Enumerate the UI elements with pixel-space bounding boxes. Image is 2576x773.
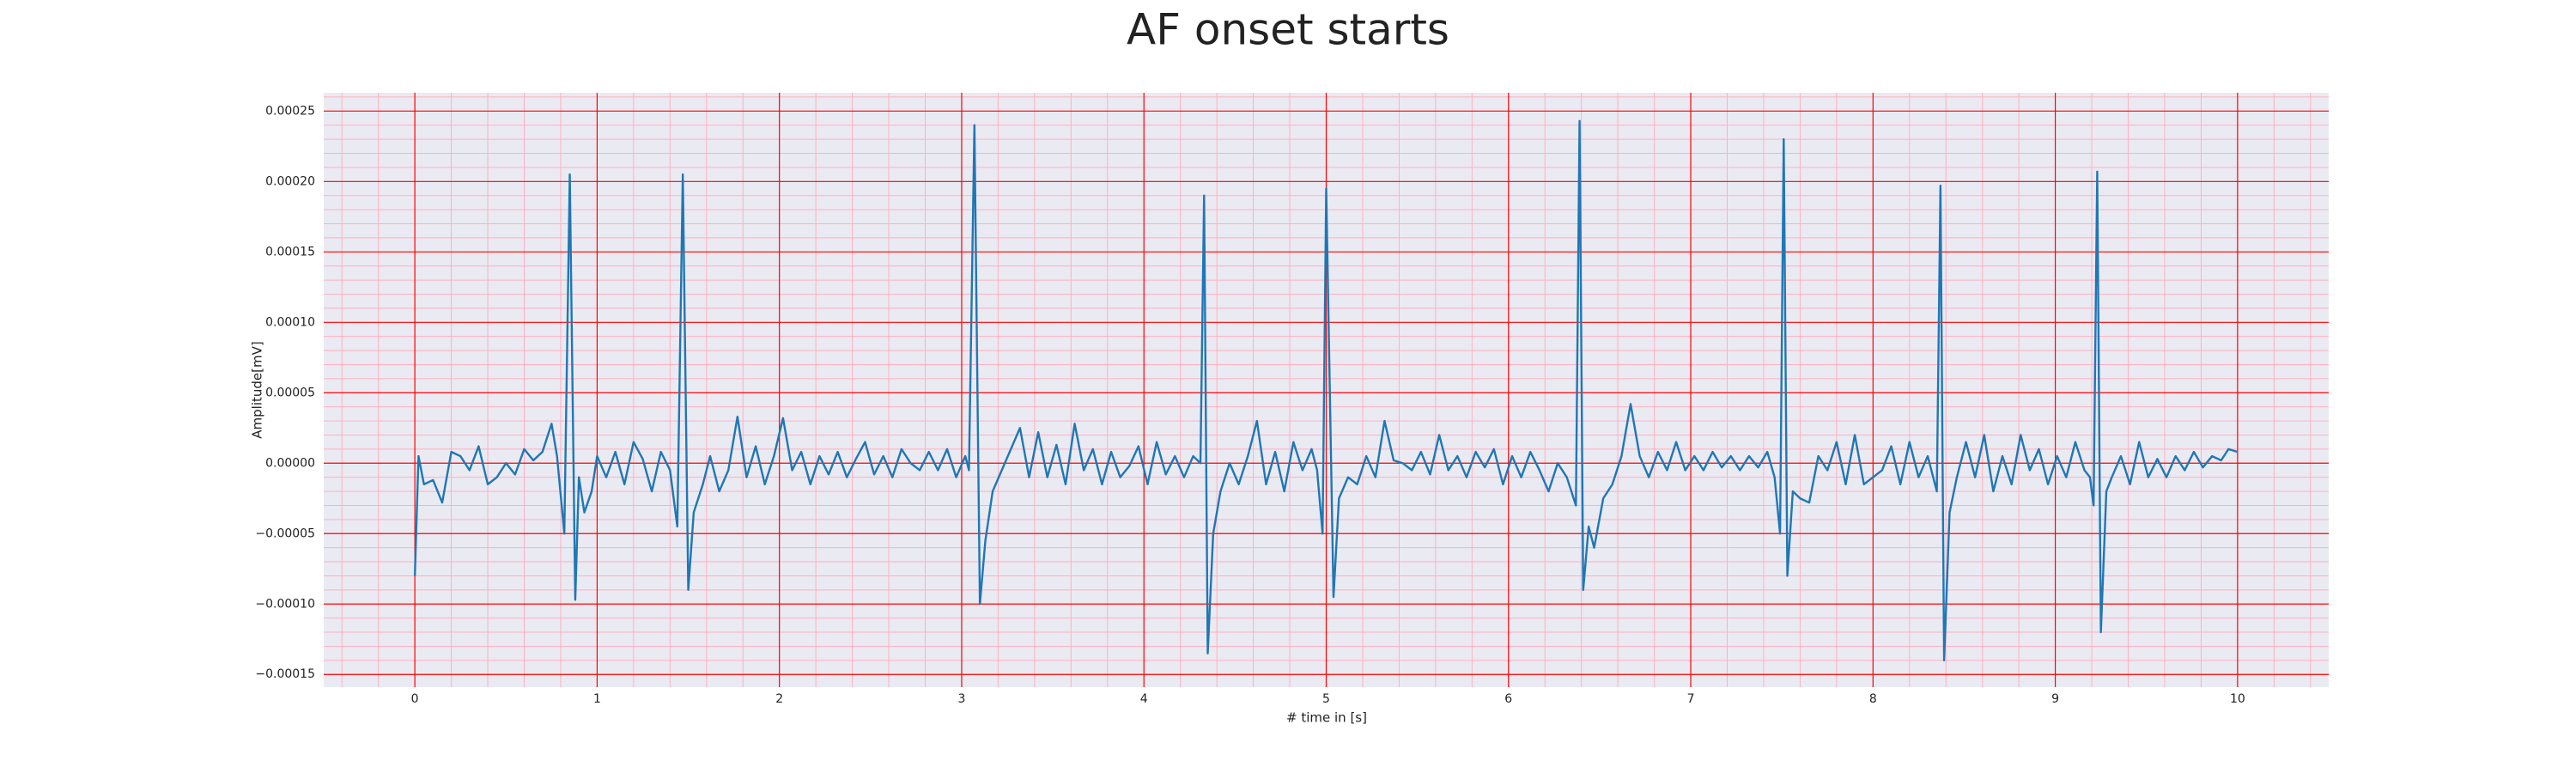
x-tick-label: 3 (957, 692, 965, 706)
x-tick-label: 6 (1504, 692, 1512, 706)
y-tick-label: −0.00015 (255, 667, 315, 681)
y-tick-label: 0.00000 (265, 456, 315, 470)
y-tick-label: 0.00005 (265, 386, 315, 399)
y-tick-label: 0.00015 (265, 245, 315, 259)
chart-title: AF onset starts (1127, 5, 1449, 55)
x-tick-label: 2 (775, 692, 783, 706)
y-tick-label: 0.00020 (265, 174, 315, 188)
x-tick-label: 0 (411, 692, 419, 706)
x-tick-label: 4 (1140, 692, 1148, 706)
x-tick-label: 1 (593, 692, 601, 706)
x-tick-label: 9 (2051, 692, 2059, 706)
y-tick-label: −0.00010 (255, 597, 315, 611)
y-axis-label: Amplitude[mV] (250, 341, 265, 438)
ecg-line (413, 119, 2239, 662)
y-tick-label: 0.00010 (265, 315, 315, 329)
y-tick-label: −0.00005 (255, 526, 315, 540)
y-tick-label: 0.00025 (265, 104, 315, 118)
x-tick-label: 8 (1869, 692, 1877, 706)
x-tick-label: 5 (1322, 692, 1330, 706)
x-tick-label: 10 (2230, 692, 2245, 706)
x-axis-label: # time in [s] (1286, 710, 1367, 726)
x-tick-label: 7 (1687, 692, 1695, 706)
